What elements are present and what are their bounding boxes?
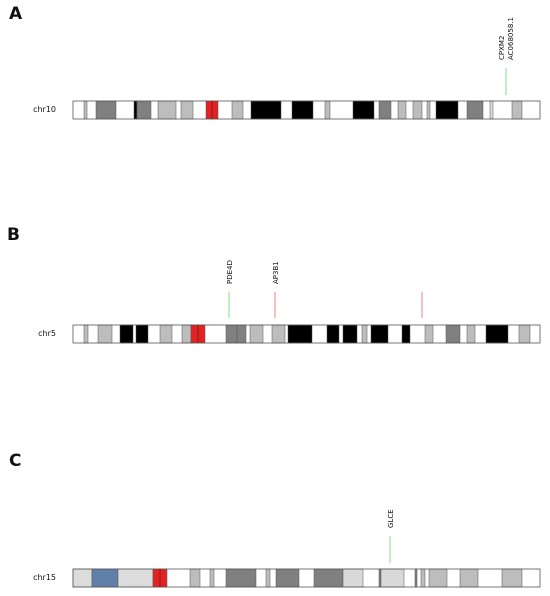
cytoband	[157, 100, 177, 120]
cytoband	[378, 100, 392, 120]
cytoband	[420, 568, 426, 588]
cytoband	[378, 568, 382, 588]
gene-label: AC068058.1	[507, 17, 515, 60]
cytoband	[459, 568, 479, 588]
cytoband	[249, 324, 264, 344]
gene-label: AP3B1	[272, 261, 280, 284]
cytoband	[265, 568, 271, 588]
gene-label: GLCE	[387, 509, 395, 528]
centromere-band	[190, 324, 199, 344]
panel-c-letter: C	[9, 451, 22, 471]
cytoband	[414, 568, 418, 588]
cytoband	[501, 568, 523, 588]
chromosome-outline	[72, 568, 541, 588]
cytoband	[117, 568, 154, 588]
cytoband	[466, 324, 476, 344]
cytoband	[511, 100, 523, 120]
cytoband	[428, 568, 448, 588]
cytoband	[324, 100, 331, 120]
cytoband	[485, 324, 509, 344]
cytoband	[291, 100, 314, 120]
cytoband	[225, 324, 238, 344]
centromere-band	[211, 100, 219, 120]
cytoband	[250, 100, 282, 120]
cytoband	[97, 324, 113, 344]
cytoband	[435, 100, 459, 120]
cytoband	[401, 324, 411, 344]
centromere-band	[159, 568, 168, 588]
cytoband	[91, 568, 119, 588]
centromere-band	[152, 568, 161, 588]
cytoband	[133, 100, 138, 120]
panel-a-letter: A	[9, 4, 23, 24]
cytoband	[342, 568, 364, 588]
cytoband	[424, 324, 434, 344]
cytoband	[352, 100, 375, 120]
cytoband	[326, 324, 340, 344]
cytoband	[135, 324, 149, 344]
cytoband	[271, 324, 286, 344]
cytoband	[287, 324, 313, 344]
cytoband	[445, 324, 461, 344]
cytoband	[342, 324, 358, 344]
chr5-ideogram: PDE4D AP3B1	[72, 260, 541, 344]
centromere-band	[205, 100, 213, 120]
cytoband	[180, 100, 194, 120]
cytoband	[275, 568, 300, 588]
cytoband	[466, 100, 484, 120]
cytoband	[83, 324, 89, 344]
gene-label: CPXM2	[498, 36, 506, 60]
cytoband	[95, 100, 117, 120]
cytoband	[72, 568, 93, 588]
cytoband	[189, 568, 201, 588]
cytoband	[370, 324, 389, 344]
cytoband	[361, 324, 368, 344]
cytoband	[397, 100, 407, 120]
chromosome-outline	[72, 100, 541, 120]
gene-label: PDE4D	[226, 260, 234, 284]
cytoband	[426, 100, 431, 120]
cytoband	[489, 100, 494, 120]
chr10-label: chr10	[33, 105, 56, 114]
cytoband	[181, 324, 192, 344]
panel-b-letter: B	[7, 225, 20, 245]
cytoband	[380, 568, 405, 588]
cytoband	[236, 324, 247, 344]
cytoband	[225, 568, 257, 588]
chromosome-outline	[72, 324, 541, 344]
cytoband	[313, 568, 344, 588]
chr10-ideogram: CPXM2 AC068058.1	[72, 17, 541, 120]
cytoband	[231, 100, 244, 120]
cytoband	[136, 100, 152, 120]
cytoband	[412, 100, 423, 120]
centromere-band	[197, 324, 206, 344]
cytoband	[159, 324, 173, 344]
chr15-ideogram: GLCE	[72, 509, 541, 588]
chr15-label: chr15	[33, 573, 56, 582]
cytoband	[209, 568, 215, 588]
cytoband	[518, 324, 531, 344]
chr5-label: chr5	[38, 329, 56, 338]
cytoband	[83, 100, 88, 120]
cytoband	[119, 324, 134, 344]
